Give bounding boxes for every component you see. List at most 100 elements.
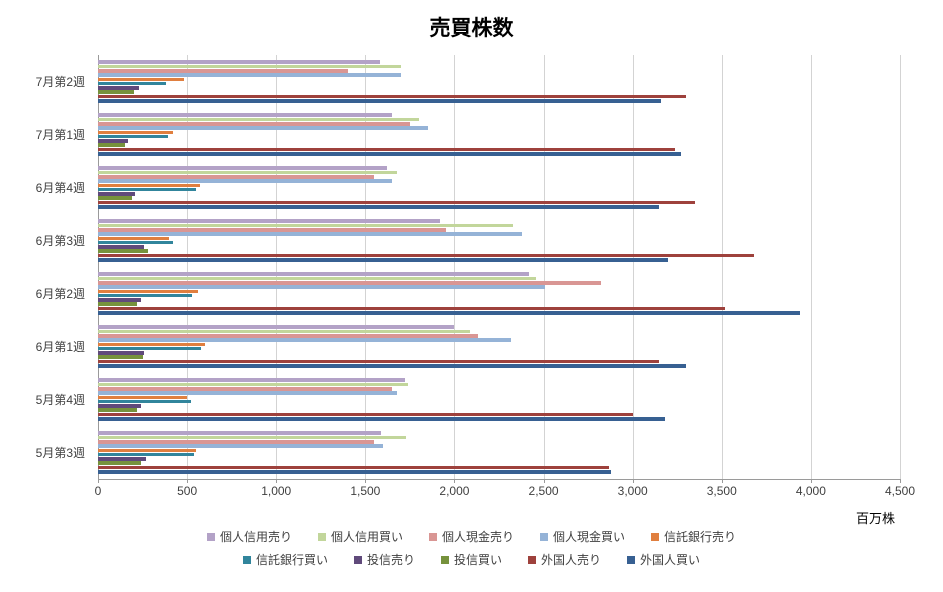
bar-個人信用買い — [98, 276, 537, 281]
bar-個人現金売り — [98, 281, 601, 285]
legend-label: 信託銀行売り — [664, 530, 737, 544]
x-tick-label: 2,000 — [439, 484, 470, 498]
bar-信託銀行売り — [98, 130, 173, 135]
bar-外国人買い — [98, 417, 665, 421]
bar-group — [98, 373, 900, 426]
bar-個人信用買い — [98, 382, 409, 387]
bar-group — [98, 267, 900, 320]
legend-label: 個人信用買い — [330, 530, 403, 544]
bar-投信買い — [98, 90, 134, 94]
bar-外国人買い — [98, 364, 687, 368]
bar-投信売り — [98, 351, 145, 355]
legend-label: 個人信用売り — [219, 530, 292, 544]
bar-信託銀行売り — [98, 289, 198, 294]
legend-swatch-icon — [428, 532, 437, 541]
axis-tick-mark — [900, 479, 901, 483]
bar-個人信用買い — [98, 117, 419, 122]
axis-tick-mark — [187, 479, 189, 483]
legend-item-個人現金買い: 個人現金買い — [540, 528, 625, 545]
x-tick-label: 1,500 — [350, 484, 381, 498]
legend-label: 個人現金買い — [553, 530, 626, 544]
axis-unit-label: 百万株 — [855, 511, 895, 526]
bar-個人信用売り — [98, 113, 393, 117]
bar-個人現金買い — [98, 338, 512, 342]
legend-row: 個人信用売り 個人信用買い 個人現金売り 個人現金買い 信託銀行売り — [206, 528, 737, 545]
bar-信託銀行買い — [98, 293, 193, 298]
category-label: 6月第4週 — [35, 181, 85, 195]
x-axis: 0 500 1,000 1,500 2,000 2,500 3,000 3,500 4,000 4… — [95, 484, 915, 502]
bar-個人現金売り — [98, 122, 410, 126]
bar-個人信用買い — [98, 435, 407, 440]
bar-個人現金買い — [98, 126, 428, 130]
legend-swatch-icon — [651, 532, 660, 541]
axis-tick-mark — [276, 479, 278, 483]
bar-個人信用買い — [98, 329, 471, 334]
bar-個人信用売り — [98, 325, 455, 329]
category-label: 7月第2週 — [35, 75, 85, 89]
legend-label: 個人現金売り — [441, 530, 514, 544]
bar-個人信用買い — [98, 223, 514, 228]
bar-外国人売り — [98, 359, 660, 364]
x-tick-label: 3,000 — [617, 484, 648, 498]
bar-個人信用売り — [98, 431, 382, 435]
legend-label: 投信買い — [453, 553, 502, 567]
axis-tick-mark — [454, 479, 456, 483]
bar-投信買い — [98, 408, 138, 412]
axis-tick-mark — [543, 479, 545, 483]
category-label: 7月第1週 — [35, 128, 85, 142]
bar-信託銀行売り — [98, 77, 184, 82]
legend-item-個人信用買い: 個人信用買い — [317, 528, 403, 545]
bar-group — [98, 55, 900, 108]
bar-group — [98, 320, 900, 373]
legend-label: 信託銀行買い — [255, 553, 328, 567]
bar-信託銀行買い — [98, 81, 166, 86]
bar-group — [98, 426, 900, 479]
bar-個人現金買い — [98, 391, 398, 395]
bar-信託銀行買い — [98, 240, 173, 245]
bar-個人現金買い — [98, 179, 393, 183]
bar-信託銀行買い — [98, 399, 191, 404]
gridline — [632, 55, 634, 479]
legend-swatch-icon — [528, 555, 536, 564]
x-tick-label: 3,500 — [706, 484, 737, 498]
bar-外国人買い — [98, 311, 801, 315]
legend-row: 信託銀行買い 投信売り 投信買い 外国人売り 外国人買い — [242, 551, 701, 568]
gridline — [365, 55, 367, 479]
legend-item-個人信用売り: 個人信用売り — [206, 528, 292, 545]
bar-個人現金売り — [98, 69, 348, 73]
bar-投信売り — [98, 86, 139, 90]
category-label: 5月第4週 — [35, 393, 85, 407]
bar-信託銀行売り — [98, 236, 170, 241]
bar-外国人売り — [98, 147, 676, 152]
bar-投信買い — [98, 302, 138, 306]
axis-tick-mark — [98, 479, 99, 483]
bar-外国人買い — [98, 470, 612, 474]
gridline — [454, 55, 456, 479]
bar-投信売り — [98, 457, 147, 461]
legend-item-個人現金売り: 個人現金売り — [428, 528, 514, 545]
bar-個人現金買い — [98, 285, 546, 289]
plot-area — [98, 55, 901, 483]
gridline — [721, 55, 723, 479]
bar-投信売り — [98, 404, 141, 408]
bar-group — [98, 214, 900, 267]
bar-外国人売り — [98, 94, 687, 99]
category-label: 6月第3週 — [35, 234, 85, 248]
bar-信託銀行売り — [98, 395, 188, 400]
bar-信託銀行買い — [98, 187, 197, 192]
bar-信託銀行買い — [98, 134, 168, 139]
bar-投信買い — [98, 355, 143, 359]
bar-信託銀行買い — [98, 346, 202, 351]
bar-投信売り — [98, 192, 136, 196]
legend-swatch-icon — [242, 555, 251, 564]
bar-group — [98, 108, 900, 161]
bar-投信売り — [98, 139, 129, 143]
legend-swatch-icon — [206, 532, 215, 541]
x-tick-label: 1,000 — [261, 484, 292, 498]
bar-信託銀行買い — [98, 452, 195, 457]
bar-個人信用買い — [98, 64, 401, 69]
legend-swatch-icon — [627, 555, 636, 564]
bar-外国人売り — [98, 200, 696, 205]
legend-label: 外国人買い — [640, 553, 701, 567]
